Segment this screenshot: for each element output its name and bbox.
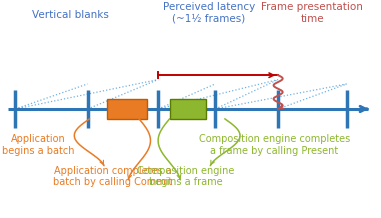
Bar [170, 99, 206, 119]
Text: Application
begins a batch: Application begins a batch [2, 134, 74, 156]
Text: Vertical blanks: Vertical blanks [32, 10, 109, 20]
Text: Perceived latency
(~1½ frames): Perceived latency (~1½ frames) [163, 2, 255, 24]
Text: Composition engine
begins a frame: Composition engine begins a frame [137, 166, 235, 187]
Text: Composition engine completes
a frame by calling Present: Composition engine completes a frame by … [199, 134, 350, 156]
Bar [107, 99, 147, 119]
Text: Frame presentation
time: Frame presentation time [261, 2, 363, 24]
Text: Application completes a
batch by calling Commit: Application completes a batch by calling… [53, 166, 172, 187]
